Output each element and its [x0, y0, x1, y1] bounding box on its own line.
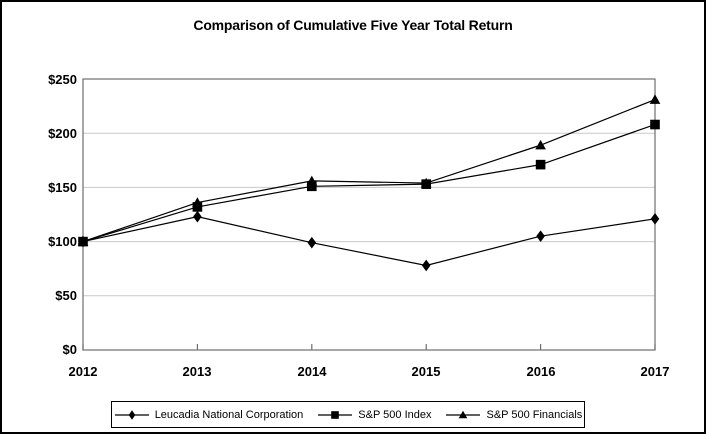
- y-axis-tick-label: $50: [55, 288, 77, 303]
- y-axis-tick-label: $100: [48, 234, 77, 249]
- triangle-marker-icon: [446, 410, 481, 418]
- x-axis-tick-label: 2014: [298, 364, 328, 379]
- legend-item-label: S&P 500 Financials: [486, 408, 583, 421]
- y-axis-tick-label: $250: [48, 72, 77, 87]
- x-axis-tick-label: 2015: [412, 364, 441, 379]
- y-axis-tick-label: $150: [48, 180, 77, 195]
- x-axis-tick-label: 2013: [183, 364, 212, 379]
- legend-item-label: Leucadia National Corporation: [154, 408, 304, 421]
- series-layer: [77, 78, 661, 351]
- legend-item: S&P 500 Financials: [445, 409, 582, 421]
- x-axis: 2012 2013 2014 2015 2016 2017: [69, 364, 670, 379]
- legend-item-label: S&P 500 Index: [358, 408, 432, 421]
- diamond-marker-icon: [114, 409, 149, 420]
- y-axis-tick-label: $0: [63, 342, 77, 357]
- x-axis-tick-label: 2012: [69, 364, 98, 379]
- x-axis-tick-label: 2017: [641, 364, 670, 379]
- square-marker-icon: [318, 410, 353, 419]
- y-axis: $0 $50 $100 $150 $200 $250: [48, 72, 77, 357]
- y-axis-tick-label: $200: [48, 126, 77, 141]
- legend-item: S&P 500 Index: [317, 409, 431, 421]
- legend-item: Leucadia National Corporation: [114, 408, 304, 421]
- x-axis-tick-label: 2016: [527, 364, 556, 379]
- legend: Leucadia National Corporation S&P 500 In…: [111, 401, 585, 428]
- chart-title: Comparison of Cumulative Five Year Total…: [193, 17, 513, 33]
